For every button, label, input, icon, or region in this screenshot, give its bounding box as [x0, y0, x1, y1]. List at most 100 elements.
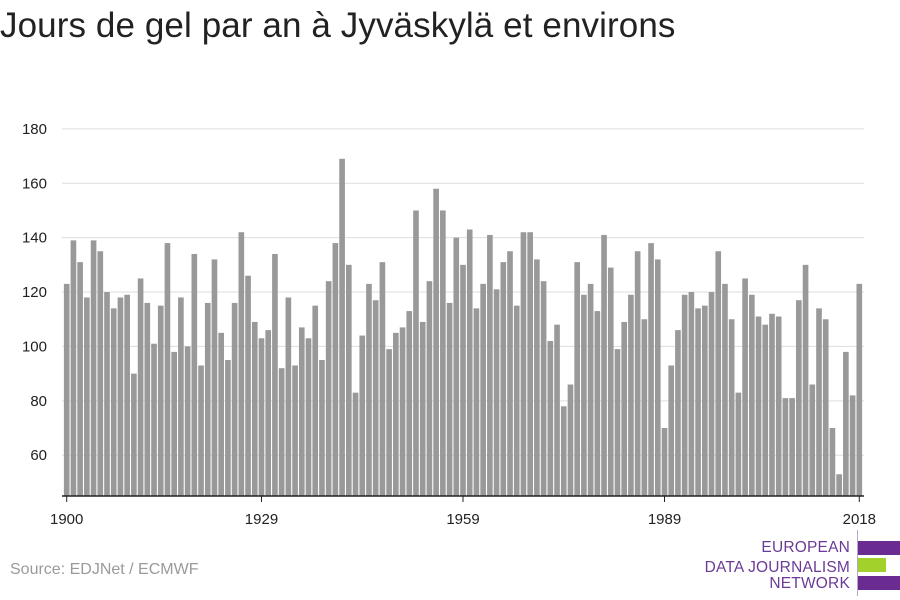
y-tick-label: 180	[22, 121, 47, 138]
bar-1982	[614, 349, 621, 496]
bar-1978	[587, 283, 594, 496]
bar-1949	[393, 332, 399, 496]
bar-1902	[77, 262, 83, 496]
bar-1907	[110, 308, 117, 496]
bar-1975	[567, 384, 574, 496]
bar-1900	[63, 283, 70, 496]
bar-1986	[641, 319, 648, 496]
bar-1961	[473, 308, 480, 496]
bar-1925	[231, 302, 238, 496]
bar-1984	[628, 294, 634, 496]
bar-1988	[654, 259, 661, 496]
bar-1917	[178, 297, 184, 496]
logo-text-line-3: NETWORK	[769, 575, 850, 592]
bar-1993	[688, 292, 695, 496]
bar-1921	[204, 302, 211, 496]
bar-1964	[493, 289, 500, 496]
bar-1915	[164, 243, 171, 496]
bar-1935	[298, 327, 305, 496]
bar-1963	[487, 234, 493, 496]
bar-1929	[258, 338, 265, 496]
bar-2000	[735, 392, 742, 496]
bar-1953	[419, 321, 426, 496]
bar-1983	[621, 321, 628, 496]
bar-1939	[325, 281, 332, 496]
bar-1918	[184, 346, 191, 496]
bar-1923	[218, 332, 225, 496]
y-axis-tick-labels: 60 80 100 120 140 160 180	[22, 121, 47, 464]
bar-1945	[366, 283, 372, 496]
bar-2014	[829, 428, 836, 496]
bar-1973	[554, 324, 560, 496]
bar-1959	[460, 264, 466, 496]
bar-1906	[104, 292, 110, 496]
bar-1970	[534, 259, 540, 496]
bar-1934	[292, 365, 298, 496]
bar-1954	[426, 281, 433, 496]
x-tick-label: 1959	[446, 511, 479, 528]
logo-bar-bottom	[858, 576, 900, 590]
bar-1957	[446, 302, 453, 496]
bar-1999	[728, 319, 735, 496]
bar-1908	[117, 297, 124, 496]
y-tick-label: 160	[22, 175, 47, 192]
bar-1990	[668, 365, 675, 496]
bar-1991	[675, 330, 681, 496]
bar-1940	[332, 243, 339, 496]
bar-1936	[305, 338, 312, 496]
bar-1901	[70, 240, 77, 496]
bar-1924	[225, 360, 231, 496]
bar-1904	[90, 240, 97, 496]
bar-1958	[453, 237, 460, 496]
bar-1977	[581, 294, 587, 496]
bar-1997	[715, 251, 722, 496]
bar-1937	[312, 305, 319, 496]
bar-2006	[775, 316, 782, 496]
bar-2001	[742, 278, 748, 496]
bar-1912	[144, 302, 151, 496]
logo-bar-middle	[858, 558, 886, 572]
bar-2011	[809, 384, 816, 496]
bar-1922	[211, 259, 218, 496]
bar-2002	[749, 294, 755, 496]
bar-2007	[782, 398, 789, 496]
bar-1903	[84, 297, 90, 496]
bar-2015	[836, 474, 842, 496]
bar-1950	[399, 327, 406, 496]
bar-1971	[540, 281, 547, 496]
chart-title: Jours de gel par an à Jyväskylä et envir…	[0, 6, 676, 45]
bar-1996	[708, 292, 715, 496]
source-note: Source: EDJNet / ECMWF	[10, 561, 199, 578]
bar-2009	[796, 300, 802, 496]
bar-1980	[601, 234, 607, 496]
bar-1946	[372, 300, 379, 496]
bars	[63, 158, 863, 497]
bar-1976	[574, 262, 581, 496]
bar-1995	[701, 305, 708, 496]
bar-1947	[379, 262, 386, 496]
bar-1966	[507, 251, 513, 496]
bar-1905	[97, 251, 104, 496]
x-axis-tick-labels: 1900 1929 1959 1989 2018	[50, 511, 876, 528]
y-tick-label: 60	[30, 447, 47, 464]
bar-2012	[816, 308, 822, 496]
bar-2008	[789, 398, 795, 496]
bar-1941	[339, 158, 345, 497]
bar-1998	[722, 283, 728, 496]
bar-1916	[171, 351, 177, 496]
bar-1994	[695, 308, 701, 496]
bar-1952	[413, 210, 419, 496]
logo-text-line-2: DATA JOURNALISM	[704, 559, 850, 576]
y-tick-label: 120	[22, 284, 47, 301]
bar-1944	[359, 335, 366, 496]
y-tick-label: 140	[22, 230, 47, 247]
bar-1943	[352, 392, 359, 496]
bar-1910	[131, 373, 137, 496]
bar-1979	[594, 311, 601, 496]
bar-1960	[466, 229, 473, 496]
bar-1974	[560, 406, 567, 496]
x-axis	[62, 495, 864, 502]
bar-1932	[278, 368, 285, 496]
bar-1967	[513, 305, 520, 496]
